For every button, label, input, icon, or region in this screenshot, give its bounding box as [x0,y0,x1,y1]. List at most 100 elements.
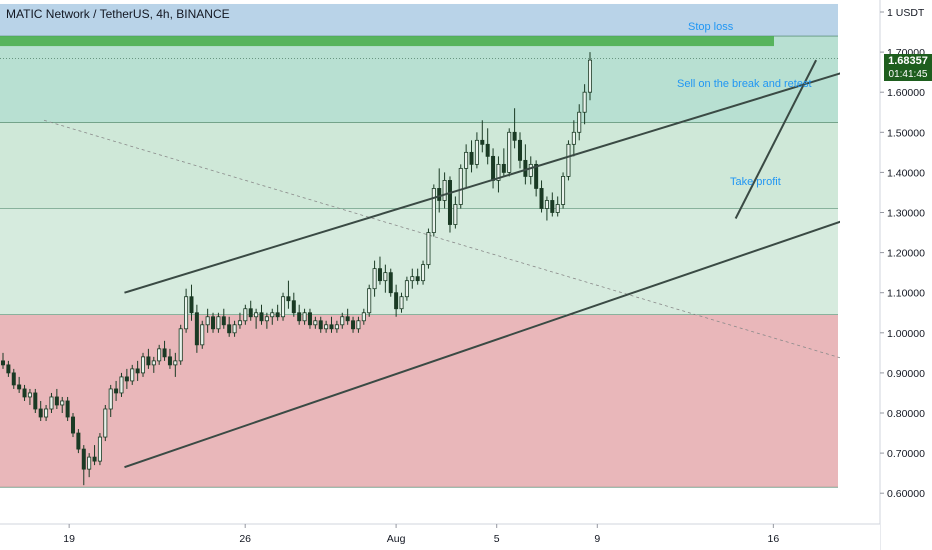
candle-bullish [464,151,469,169]
candle-bearish [345,316,350,322]
candle-bearish [146,356,151,366]
candle-bullish [588,59,593,93]
candle-bearish [71,416,76,434]
candle-bearish [329,324,334,330]
candle-bearish [33,392,38,410]
candle-bullish [324,324,329,330]
candle-bearish [539,188,544,209]
candle-bullish [60,400,65,406]
x-tick-label: 19 [63,533,75,545]
sell-zone-band [0,36,774,47]
candle-bullish [356,320,361,330]
candle-bullish [507,131,512,173]
candle-bearish [517,139,522,161]
y-tick-label: 1.20000 [887,248,925,260]
chart-title: MATIC Network / TetherUS, 4h, BINANCE [6,7,230,21]
bar-countdown-label: 01:41:45 [884,68,932,81]
candle-bullish [453,204,458,225]
candle-bullish [555,204,560,213]
candle-bearish [167,356,172,366]
candle-bearish [65,400,70,418]
candle-bullish [243,308,248,322]
channel-line-2 [734,59,817,219]
x-tick-label: 26 [239,533,251,545]
price-axis-background [840,0,932,550]
candle-bearish [512,131,517,141]
candle-bearish [318,320,323,330]
candle-bullish [474,139,479,165]
take-profit-label: Take profit [730,176,781,188]
candle-bullish [361,312,366,322]
x-tick-label: 9 [594,533,600,545]
time-axis-background [0,524,880,550]
candle-bearish [114,388,119,394]
candle-bearish [469,151,474,165]
candle-bullish [141,356,146,374]
candle-bearish [437,188,442,201]
candle-bullish [334,324,339,330]
candle-bearish [286,296,291,302]
candle-bearish [275,312,280,318]
candle-bullish [237,320,242,326]
candle-bearish [38,408,43,418]
zone-bands [0,3,838,488]
candle-bullish [577,111,582,133]
candle-bullish [302,312,307,322]
candle-bullish [97,436,102,462]
candle-bearish [124,376,129,382]
candle-bearish [550,200,555,213]
candle-bullish [399,296,404,310]
candle-bullish [410,276,415,282]
candle-bearish [54,396,59,406]
candle-bearish [81,448,86,470]
channel-line-1 [124,44,932,294]
candle-bearish [480,139,485,145]
candle-bearish [307,312,312,326]
candle-bullish [421,264,426,282]
candle-bullish [130,368,135,382]
candle-bearish [221,316,226,326]
y-tick-label: 0.80000 [887,408,925,420]
candle-bullish [340,316,345,326]
candle-bullish [157,348,162,362]
candle-bullish [151,360,156,366]
candle-bullish [103,408,108,438]
y-tick-label: 1.60000 [887,87,925,99]
y-tick-label: 1.50000 [887,127,925,139]
candle-bearish [388,272,393,294]
candle-bullish [270,312,275,318]
candle-bullish [281,296,286,318]
candle-bullish [431,188,436,233]
candle-bearish [377,268,382,282]
candle-bearish [17,384,22,390]
candle-bullish [561,176,566,205]
y-tick-label: 0.60000 [887,488,925,500]
candle-bullish [119,376,124,394]
candle-bullish [372,268,377,290]
x-tick-label: 5 [494,533,500,545]
candle-bullish [566,143,571,177]
candle-bullish [367,288,372,314]
candle-bearish [291,300,296,314]
candle-bearish [194,312,199,346]
candle-bearish [351,320,356,330]
y-tick-label: 0.70000 [887,448,925,460]
candle-bullish [404,280,409,298]
candle-bearish [76,432,81,450]
candle-bullish [383,272,388,282]
annotations: Stop loss Sell on the break and retest T… [677,21,812,188]
y-tick-label: 1.00000 [887,328,925,340]
candle-bullish [178,328,183,362]
candle-bearish [227,324,232,334]
stop-loss-label: Stop loss [688,21,734,33]
candle-bearish [394,292,399,310]
candle-bearish [189,296,194,314]
channel-line-0 [124,189,932,469]
candle-bullish [582,91,587,113]
candle-bullish [528,163,533,177]
zone-band-green [0,122,838,209]
channel-lines [124,44,932,469]
